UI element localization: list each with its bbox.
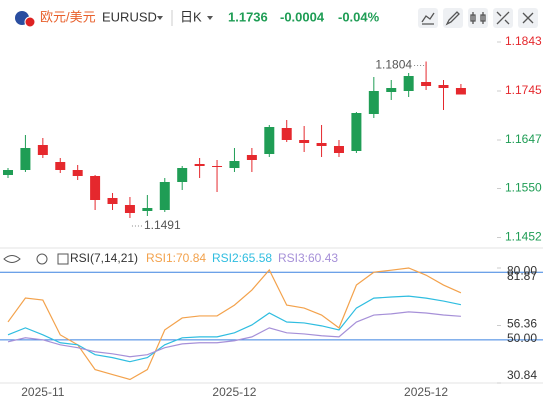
x-tick-label: 2025-12 bbox=[404, 385, 448, 399]
legend-entry: RSI2:65.58 bbox=[212, 251, 272, 265]
dropdown-arrow bbox=[207, 16, 213, 20]
gear-icon[interactable] bbox=[36, 253, 48, 265]
candle-body bbox=[194, 164, 205, 166]
y-tick-label: 1.1843 bbox=[505, 34, 542, 48]
candle-body bbox=[229, 161, 240, 168]
candle-body bbox=[351, 113, 362, 151]
y-tick-label: 1.1647 bbox=[505, 132, 542, 146]
candle-body bbox=[55, 162, 66, 170]
period[interactable]: 日K bbox=[180, 9, 202, 24]
x-tick-label: 2025-12 bbox=[212, 385, 256, 399]
pair-code[interactable]: EURUSD bbox=[102, 9, 157, 24]
rsi-line bbox=[7, 295, 462, 363]
candle-body bbox=[455, 88, 466, 95]
candle-body bbox=[368, 91, 379, 114]
candle-body bbox=[333, 146, 344, 153]
y-tick-label: 30.84 bbox=[507, 368, 537, 382]
candle-body bbox=[264, 127, 275, 154]
y-tick-label: 1.1745 bbox=[505, 83, 542, 97]
tool-icon bbox=[421, 12, 435, 25]
rsi-line bbox=[7, 267, 462, 381]
candle-body bbox=[3, 170, 13, 175]
rsi-line bbox=[7, 311, 461, 358]
legend-entry: RSI1:70.84 bbox=[146, 251, 206, 265]
candle-body bbox=[37, 145, 48, 155]
flag-icon bbox=[24, 16, 36, 28]
y-tick-label: 50.00 bbox=[507, 331, 537, 345]
candle-body bbox=[386, 88, 397, 92]
tool-icon bbox=[445, 11, 460, 26]
last-price: 1.1736 bbox=[228, 9, 268, 24]
eye-icon[interactable] bbox=[3, 255, 21, 263]
candle-body bbox=[316, 143, 327, 146]
candle-body bbox=[299, 140, 310, 143]
indicator-title: RSI(7,14,21) bbox=[70, 251, 138, 265]
candle-body bbox=[281, 128, 292, 140]
candle-body bbox=[20, 148, 31, 170]
candle-body bbox=[90, 176, 101, 200]
legend-entry: RSI3:60.43 bbox=[278, 251, 338, 265]
dropdown-arrow bbox=[157, 16, 163, 20]
candle-body bbox=[159, 182, 170, 210]
candle-body bbox=[438, 85, 449, 88]
candle-body bbox=[142, 208, 153, 211]
candle-body bbox=[421, 82, 432, 86]
candle-body bbox=[72, 170, 83, 176]
candle-body bbox=[107, 198, 118, 204]
y-tick-label: 80.00 bbox=[507, 263, 537, 277]
y-tick-label: 56.36 bbox=[507, 317, 537, 331]
high-label: 1.1804 bbox=[375, 58, 412, 72]
x-tick-label: 2025-11 bbox=[21, 385, 64, 399]
pair-name[interactable]: 欧元/美元 bbox=[40, 9, 96, 24]
candle-body bbox=[212, 166, 223, 167]
y-tick-label: 81.87 bbox=[507, 269, 537, 283]
tool-icon bbox=[522, 12, 534, 24]
price-change-pct: -0.04% bbox=[338, 9, 380, 24]
low-label: 1.1491 bbox=[144, 218, 181, 232]
y-tick-label: 1.1550 bbox=[505, 181, 542, 195]
price-change: -0.0004 bbox=[280, 9, 325, 24]
expand-icon[interactable] bbox=[57, 253, 69, 265]
toolbar: 欧元/美元 EURUSD 日K 1.1736 -0.0004 -0.04% bbox=[15, 8, 538, 28]
tool-icon bbox=[470, 12, 486, 24]
y-tick-label: 1.1452 bbox=[505, 230, 542, 244]
candle-body bbox=[403, 76, 414, 91]
candle-body bbox=[246, 155, 257, 160]
candle-body bbox=[124, 205, 135, 213]
rsi-header: RSI(7,14,21) bbox=[3, 251, 138, 265]
tool-icon bbox=[496, 11, 510, 25]
candle-body bbox=[177, 168, 188, 182]
